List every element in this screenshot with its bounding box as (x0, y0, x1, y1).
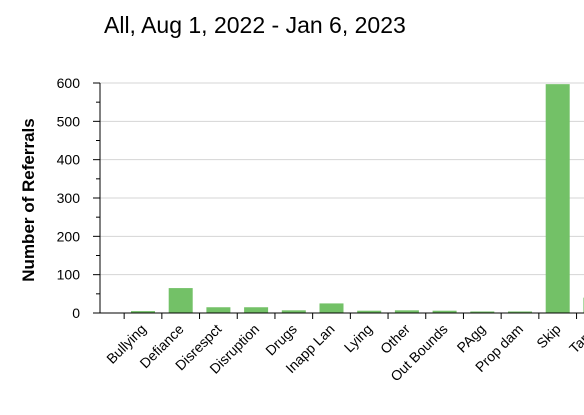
bar (319, 303, 344, 313)
x-tick-label: Skip (533, 321, 564, 352)
bar (394, 310, 419, 313)
y-tick-label: 100 (57, 267, 81, 283)
x-tick-label: PAgg (454, 321, 489, 356)
y-tick-label: 500 (57, 113, 81, 129)
y-tick-label: 200 (57, 228, 81, 244)
y-tick-labels: 0 100 200 300 400 500 600 (57, 75, 81, 321)
bar (281, 310, 306, 313)
chart-title: All, Aug 1, 2022 - Jan 6, 2023 (104, 12, 406, 38)
bar (206, 307, 231, 313)
bar (545, 84, 570, 314)
bar (432, 310, 457, 313)
bar (244, 307, 269, 313)
y-tick-label: 0 (72, 305, 80, 321)
y-tick-label: 600 (57, 75, 81, 91)
axes (93, 82, 584, 319)
y-tick-label: 400 (57, 152, 81, 168)
gridlines (100, 82, 584, 276)
bars (131, 84, 584, 314)
bar (131, 311, 155, 313)
x-tick-label: Tardy (566, 321, 584, 357)
bar (470, 311, 495, 313)
bar (168, 288, 193, 313)
bar (508, 311, 532, 313)
y-tick-label: 300 (57, 190, 81, 206)
x-tick-label: Lying (341, 321, 376, 356)
bar (357, 310, 382, 313)
